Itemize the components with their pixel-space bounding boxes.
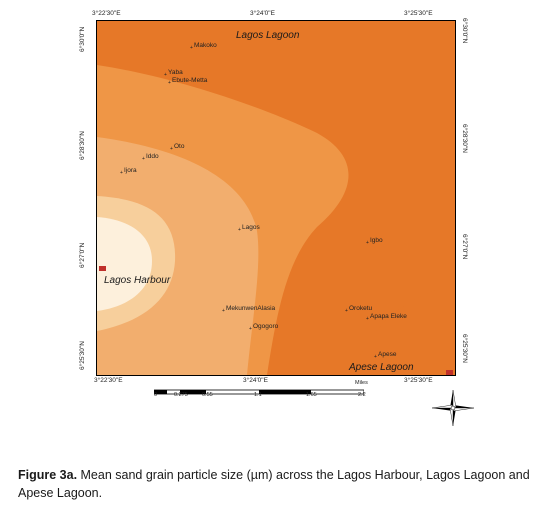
lon-tick-top-1: 3°22'30"E xyxy=(92,10,121,17)
lat-tick-left-4: 6°25'30"N xyxy=(79,341,86,370)
lon-tick-bottom-2: 3°24'0"E xyxy=(243,377,268,384)
place-igbo: Igbo xyxy=(366,237,383,246)
apese-lagoon-label: Apese Lagoon xyxy=(349,362,414,373)
scale-tick-4: 1.65 xyxy=(306,392,317,398)
harbour-marker xyxy=(99,266,106,271)
place-ogogoro: Ogogoro xyxy=(249,323,278,332)
map-zones xyxy=(97,21,455,375)
scale-tick-5: 2.2 xyxy=(358,392,366,398)
place-ebute-metta: Ebute-Metta xyxy=(168,77,207,86)
place-apapa-eleke: Apapa Eleke xyxy=(366,313,407,322)
scale-tick-0: 0 xyxy=(154,392,158,398)
lat-tick-right-4: 6°25'30"N xyxy=(461,334,468,363)
place-makoko: Makoko xyxy=(190,42,217,51)
lon-tick-top-2: 3°24'0"E xyxy=(250,10,275,17)
lon-tick-bottom-3: 3°25'30"E xyxy=(404,377,433,384)
lon-tick-top-3: 3°25'30"E xyxy=(404,10,433,17)
caption-label: Figure 3a. xyxy=(18,468,78,482)
place-iddo: Iddo xyxy=(142,153,159,162)
place-oto: Oto xyxy=(170,143,185,152)
lagos-harbour-label: Lagos Harbour xyxy=(104,275,171,286)
place-mekunwen-alasia: MekunwenAlasia xyxy=(222,305,275,314)
lat-tick-left-2: 6°28'30"N xyxy=(79,131,86,160)
place-apese: Apese xyxy=(374,351,397,360)
lat-tick-right-3: 6°27'0"N xyxy=(461,234,468,260)
lat-tick-left-3: 6°27'0"N xyxy=(79,242,86,268)
place-lagos: Lagos xyxy=(238,224,260,233)
lon-tick-bottom-1: 3°22'30"E xyxy=(94,377,123,384)
scale-tick-2: 0.55 xyxy=(202,392,213,398)
lagos-lagoon-label: Lagos Lagoon xyxy=(236,30,300,41)
scale-tick-1: 0.275 xyxy=(174,392,188,398)
compass-graphic xyxy=(431,389,475,427)
lat-tick-left-1: 6°30'0"N xyxy=(79,26,86,52)
place-yaba: Yaba xyxy=(164,69,183,78)
figure-caption: Figure 3a. Mean sand grain particle size… xyxy=(18,466,538,502)
apese-marker xyxy=(446,370,453,375)
scale-tick-3: 1.1 xyxy=(254,392,262,398)
zone-core xyxy=(97,217,152,311)
lat-tick-right-2: 6°28'30"N xyxy=(461,124,468,153)
place-ijora: Ijora xyxy=(120,167,137,176)
place-oroketu: Oroketu xyxy=(345,305,372,314)
scale-unit: Miles xyxy=(355,380,368,386)
north-arrow-icon xyxy=(426,388,480,433)
caption-text: Mean sand grain particle size (µm) acros… xyxy=(18,468,530,500)
lat-tick-right-1: 6°30'0"N xyxy=(461,18,468,44)
